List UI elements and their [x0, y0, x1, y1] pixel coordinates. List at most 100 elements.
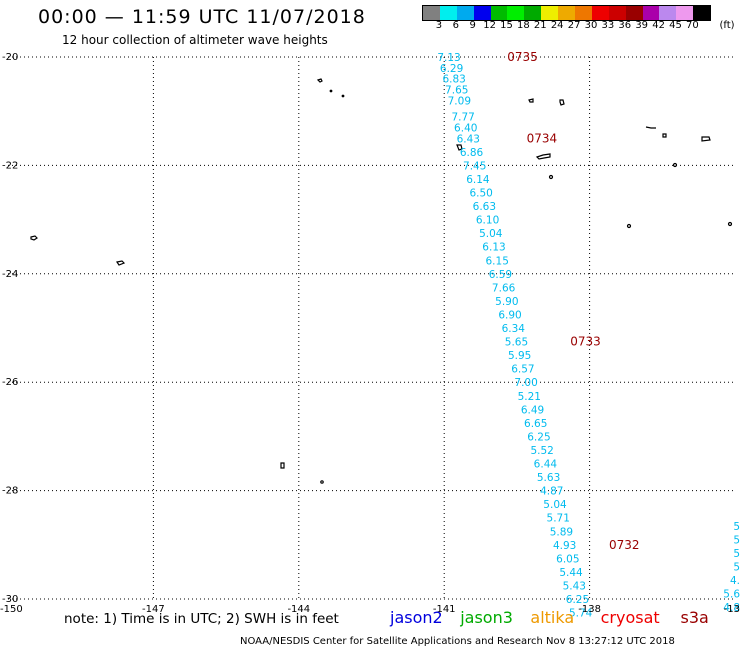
island [116, 260, 126, 266]
lat-tick-label: -28 [2, 486, 18, 497]
color-swatch [524, 6, 542, 20]
axis-tick-labels: -20 -22 -24 -26 -28 -30-150 -147 -144 -141 -138 -1… [0, 52, 740, 615]
swh-value: 7.65 [445, 85, 468, 97]
lat-tick-label: -20 [2, 52, 18, 63]
color-swatch [423, 6, 440, 20]
color-scale-label: 6 [452, 20, 459, 31]
swh-value: 5.74 [569, 608, 593, 620]
island [626, 223, 632, 229]
swh-value: 6.83 [442, 74, 465, 86]
swh-value: 4.93 [553, 540, 576, 552]
color-scale-label: 70 [686, 20, 699, 31]
lon-tick-label: -144 [287, 604, 310, 615]
island [329, 89, 333, 93]
island [672, 162, 678, 168]
lon-tick-label: -147 [142, 604, 165, 615]
swh-value: 6.59 [489, 269, 512, 281]
lat-tick-label: -24 [2, 269, 18, 280]
color-scale-label: 12 [483, 20, 496, 31]
lat-tick-label: -22 [2, 160, 18, 171]
color-scale-label: 3 [435, 20, 443, 31]
color-swatch [608, 6, 626, 20]
swh-value: 6.40 [454, 122, 477, 134]
swh-value: 5.65 [505, 337, 528, 349]
color-scale-labels: 3 6 9 12 15 18 21 24 27 30 33 36 39 42 45 70 (ft) [422, 20, 740, 34]
color-scale-label: 30 [584, 20, 598, 31]
island [559, 99, 565, 106]
color-scale-label: 24 [550, 20, 564, 31]
color-scale-label: 27 [567, 20, 581, 31]
color-swatch [456, 6, 474, 20]
island [280, 462, 285, 469]
swh-value: 5.04 [543, 499, 567, 511]
color-swatch [558, 6, 576, 20]
swh-value: 5.04 [479, 228, 503, 240]
swh-value: 6.25 [566, 594, 589, 606]
swh-value: 6.65 [524, 418, 547, 430]
color-swatch [541, 6, 559, 20]
pass-time-label: 0733 [570, 335, 601, 349]
map-subtitle: 12 hour collection of altimeter wave hei… [62, 33, 328, 47]
lon-tick-label: -150 [0, 604, 23, 615]
swh-value: 5.95 [508, 350, 531, 362]
satellite-legend-item: cryosat [600, 608, 660, 627]
swh-value: 5.63 [537, 472, 560, 484]
color-swatch [591, 6, 609, 20]
color-swatch [659, 6, 677, 20]
island [548, 174, 554, 180]
island [701, 136, 711, 142]
swh-value: 6.29 [440, 63, 463, 75]
swh-track: 7.136.296.837.657.09 7.776.406.43 6.867.45… [437, 52, 592, 620]
swh-value: 6.63 [473, 201, 496, 213]
color-swatch [693, 6, 711, 20]
color-swatch [490, 6, 508, 20]
pass-time-label: 0735 [507, 50, 538, 64]
credit-line: NOAA/NESDIS Center for Satellite Applica… [240, 636, 675, 647]
island [316, 78, 323, 83]
swh-value: 5.89 [550, 526, 573, 538]
island [30, 235, 38, 241]
color-scale-label: 15 [500, 20, 513, 31]
color-scale-label: (ft) [719, 20, 735, 31]
swh-value: 6.13 [482, 242, 505, 254]
swh-value: 6.15 [486, 255, 509, 267]
swh-value: 6.34 [502, 323, 526, 335]
swh-value: 5.71 [547, 513, 570, 525]
swh-value: 5.52 [530, 445, 553, 457]
color-swatch [676, 6, 694, 20]
swh-value: 6.05 [556, 553, 579, 565]
color-swatch [642, 6, 660, 20]
island [341, 94, 345, 98]
island [727, 221, 733, 227]
swh-value: 7.66 [492, 282, 516, 294]
swh-value: 5.90 [495, 296, 518, 308]
swh-value: 6.25 [527, 431, 550, 443]
swh-color-scale [422, 5, 712, 21]
lat-tick-label: -26 [2, 377, 18, 388]
color-scale-label: 45 [669, 20, 682, 31]
swh-value: 5.21 [518, 391, 541, 403]
pass-time-label: 0732 [609, 538, 640, 552]
color-scale-label: 36 [618, 20, 632, 31]
island [535, 153, 551, 160]
color-scale-label: 42 [652, 20, 665, 31]
island [320, 480, 324, 484]
swh-value: 7.09 [448, 95, 471, 107]
swh-value: 6.49 [521, 404, 544, 416]
swh-value: 5 [733, 548, 740, 560]
color-scale-label: 39 [635, 20, 649, 31]
color-scale-label: 18 [517, 20, 530, 31]
satellite-legend-item: jason3 [460, 608, 513, 627]
swh-value: 7.13 [437, 52, 460, 64]
swh-value: 7.45 [463, 160, 486, 172]
satellite-legend-item: jason2 [390, 608, 443, 627]
color-scale-label: 21 [533, 20, 547, 31]
swh-value: 6.57 [511, 364, 534, 376]
lon-tick-label: -141 [433, 604, 456, 615]
satellite-legend-item: s3a [680, 608, 709, 627]
island [645, 126, 656, 129]
swh-value: 6.44 [534, 459, 558, 471]
swh-value: 5 [733, 521, 740, 533]
